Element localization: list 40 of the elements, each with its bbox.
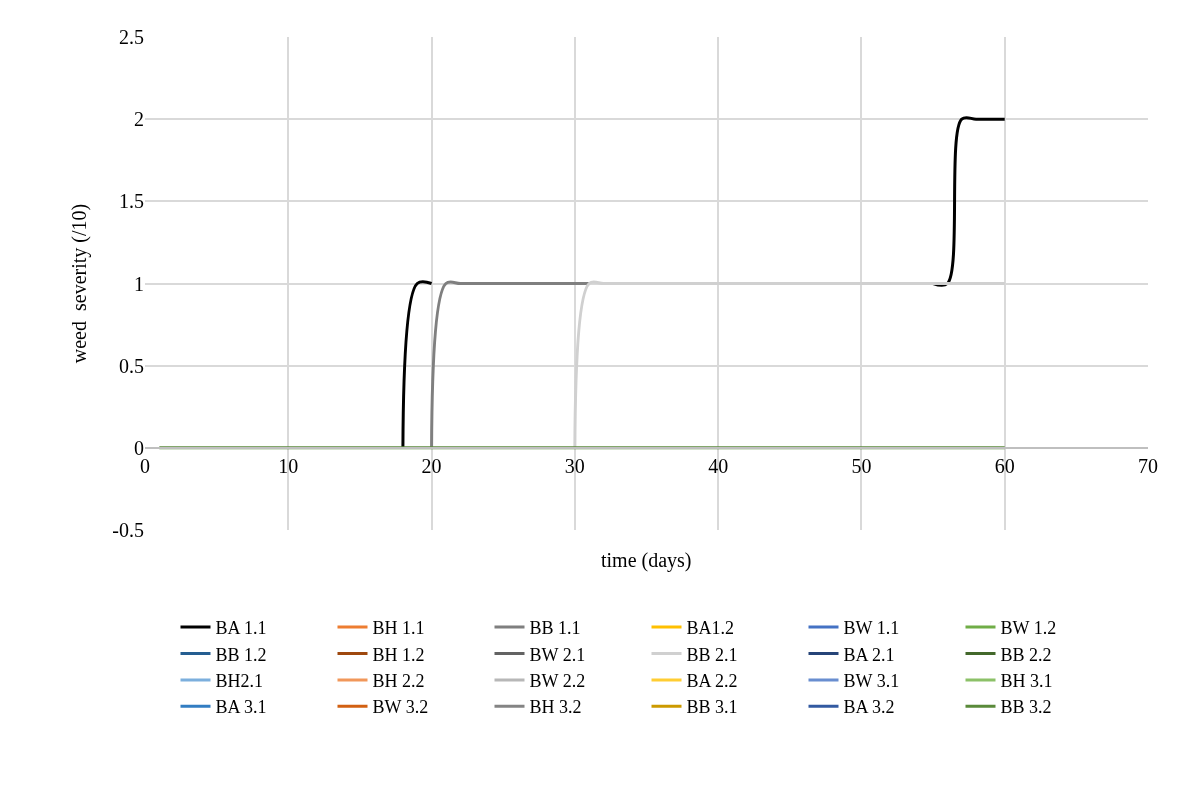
legend-label: BA 2.2 <box>686 670 738 691</box>
legend-label: BA1.2 <box>686 618 735 639</box>
legend-label: BH2.1 <box>215 670 264 691</box>
y-tick-label: -0.5 <box>112 519 144 541</box>
legend-label: BA 1.1 <box>215 618 267 639</box>
legend-label: BA 3.1 <box>215 697 267 718</box>
x-tick-label: 30 <box>564 454 585 477</box>
legend-label: BH 2.2 <box>372 670 425 691</box>
legend-label: BA 2.1 <box>843 644 895 665</box>
y-tick-label: 0 <box>134 436 144 459</box>
x-tick-label: 20 <box>421 454 442 477</box>
legend-label: BW 2.1 <box>529 644 586 665</box>
x-axis-title: time (days) <box>601 549 692 572</box>
legend-label: BH 3.1 <box>1000 670 1053 691</box>
legend-label: BW 1.2 <box>1000 618 1057 639</box>
y-tick-label: 1 <box>134 272 144 295</box>
legend-label: BH 1.1 <box>372 618 425 639</box>
legend-label: BB 3.1 <box>686 697 738 718</box>
x-tick-label: 40 <box>708 454 729 477</box>
legend-label: BB 1.1 <box>529 618 581 639</box>
x-tick-label: 70 <box>1138 454 1158 477</box>
y-tick-label: 1.5 <box>119 190 144 213</box>
legend-label: BW 1.1 <box>843 618 900 639</box>
x-tick-label: 60 <box>994 454 1015 477</box>
legend-label: BH 1.2 <box>372 644 425 665</box>
y-axis-title: weed severity (/10) <box>67 203 91 364</box>
legend-label: BB 1.2 <box>215 644 267 665</box>
legend-label: BB 2.1 <box>686 644 738 665</box>
legend-label: BH 3.2 <box>529 697 582 718</box>
y-tick-label: 2 <box>134 108 144 131</box>
legend-label: BW 3.2 <box>372 697 429 718</box>
legend-label: BB 3.2 <box>1000 697 1052 718</box>
legend-label: BB 2.2 <box>1000 644 1052 665</box>
legend-label: BW 3.1 <box>843 670 900 691</box>
legend-label: BA 3.2 <box>843 697 895 718</box>
x-tick-label: 10 <box>278 454 299 477</box>
y-tick-label: 0.5 <box>119 354 144 377</box>
y-tick-label: 2.5 <box>119 26 144 48</box>
x-tick-label: 50 <box>851 454 872 477</box>
legend-label: BW 2.2 <box>529 670 586 691</box>
